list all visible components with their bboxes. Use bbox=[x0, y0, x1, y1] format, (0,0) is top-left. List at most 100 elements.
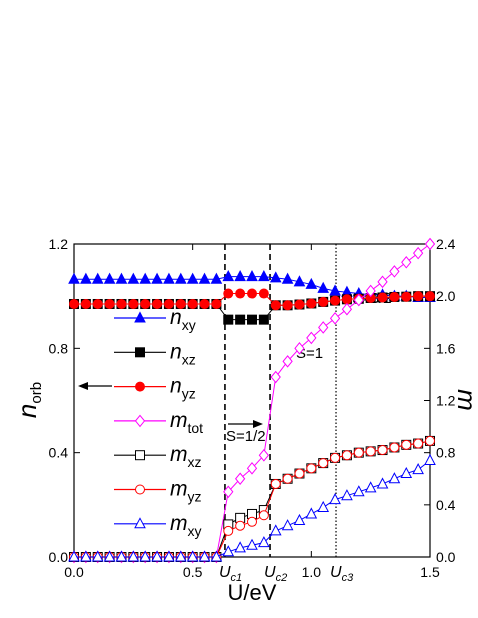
marker bbox=[174, 550, 187, 562]
marker bbox=[305, 277, 318, 289]
marker bbox=[163, 550, 175, 562]
marker bbox=[330, 295, 341, 306]
y-axis-label: norb bbox=[12, 382, 45, 418]
transition-label-main: U bbox=[264, 564, 276, 581]
y-tick-label: 0.0 bbox=[49, 549, 69, 565]
legend-entry: nyz bbox=[114, 375, 196, 402]
transition-label-sub: c3 bbox=[342, 572, 355, 584]
marker bbox=[139, 550, 152, 562]
marker bbox=[91, 550, 104, 562]
marker bbox=[186, 272, 199, 284]
marker bbox=[389, 265, 400, 278]
marker bbox=[247, 314, 257, 325]
marker bbox=[425, 291, 435, 302]
legend-entry: mtot bbox=[114, 409, 203, 436]
legend-name: m bbox=[170, 409, 188, 432]
y2-tick-label: 0.0 bbox=[436, 549, 456, 565]
right-arrow bbox=[228, 420, 263, 428]
marker bbox=[246, 538, 258, 550]
marker bbox=[134, 311, 146, 323]
x-tick-label: 1.0 bbox=[302, 564, 322, 580]
marker bbox=[365, 284, 376, 298]
legend-entry: myz bbox=[114, 478, 202, 505]
marker bbox=[80, 550, 92, 562]
legend-name-sub: xz bbox=[188, 454, 202, 470]
legend-entry: nxz bbox=[114, 340, 196, 367]
legend-label: nxy bbox=[170, 306, 196, 333]
marker bbox=[135, 484, 145, 495]
transition-label: Uc1 bbox=[219, 564, 242, 584]
x-tick-label: 1.5 bbox=[420, 564, 440, 580]
legend-name-sub: yz bbox=[182, 386, 196, 402]
y2-tick-label: 1.2 bbox=[436, 393, 456, 409]
transition-label: Uc2 bbox=[264, 564, 287, 584]
marker bbox=[413, 291, 424, 302]
marker bbox=[174, 272, 187, 284]
legend-name-sub: xy bbox=[182, 317, 196, 333]
marker bbox=[92, 298, 103, 309]
y2-tick-label: 2.0 bbox=[436, 288, 456, 304]
marker bbox=[135, 450, 145, 461]
marker bbox=[134, 517, 146, 529]
legend-name: n bbox=[170, 375, 182, 398]
marker bbox=[388, 472, 401, 484]
marker bbox=[269, 271, 282, 283]
marker bbox=[199, 298, 210, 309]
marker bbox=[258, 314, 269, 325]
marker bbox=[235, 520, 246, 531]
marker bbox=[412, 463, 424, 475]
legend-name-sub: tot bbox=[188, 420, 204, 436]
marker bbox=[116, 298, 127, 309]
marker bbox=[223, 525, 234, 536]
marker bbox=[258, 448, 270, 462]
marker bbox=[247, 288, 257, 299]
marker bbox=[270, 370, 281, 384]
marker bbox=[424, 237, 436, 251]
legend-name-sub: xy bbox=[188, 523, 202, 539]
legend-name: m bbox=[170, 512, 188, 535]
legend-entry: mxz bbox=[114, 443, 202, 470]
marker bbox=[424, 453, 436, 465]
marker bbox=[282, 473, 293, 484]
marker bbox=[258, 510, 269, 521]
marker bbox=[223, 485, 234, 499]
marker bbox=[270, 300, 281, 311]
marker bbox=[139, 272, 152, 284]
marker bbox=[401, 291, 412, 302]
marker bbox=[377, 275, 388, 289]
legend-name: m bbox=[170, 478, 188, 501]
marker bbox=[210, 272, 223, 284]
marker bbox=[151, 550, 163, 562]
legend-label: nyz bbox=[170, 375, 196, 402]
marker bbox=[115, 550, 128, 562]
y-tick-label: 0.4 bbox=[49, 445, 69, 461]
marker bbox=[135, 347, 145, 358]
marker bbox=[281, 519, 294, 531]
legend-name-sub: xz bbox=[182, 351, 196, 367]
transition-label-sub: c1 bbox=[231, 572, 243, 584]
marker bbox=[377, 292, 388, 303]
marker bbox=[247, 516, 257, 527]
marker bbox=[413, 438, 424, 449]
marker bbox=[341, 450, 352, 461]
marker bbox=[293, 275, 306, 287]
marker bbox=[294, 299, 305, 310]
transition-label: Uc3 bbox=[330, 564, 354, 584]
transition-label-main: U bbox=[219, 564, 231, 581]
marker bbox=[294, 342, 305, 355]
marker bbox=[68, 550, 80, 562]
marker bbox=[365, 446, 376, 457]
marker bbox=[80, 298, 91, 309]
marker bbox=[198, 272, 211, 284]
marker bbox=[341, 302, 353, 316]
legend-name: n bbox=[170, 306, 182, 329]
legend-label: myz bbox=[170, 478, 202, 505]
marker bbox=[187, 298, 198, 309]
marker bbox=[352, 485, 365, 497]
marker bbox=[364, 481, 377, 493]
marker bbox=[317, 281, 330, 293]
marker bbox=[353, 447, 364, 458]
marker bbox=[152, 298, 163, 309]
marker bbox=[235, 288, 246, 299]
marker bbox=[186, 550, 199, 562]
